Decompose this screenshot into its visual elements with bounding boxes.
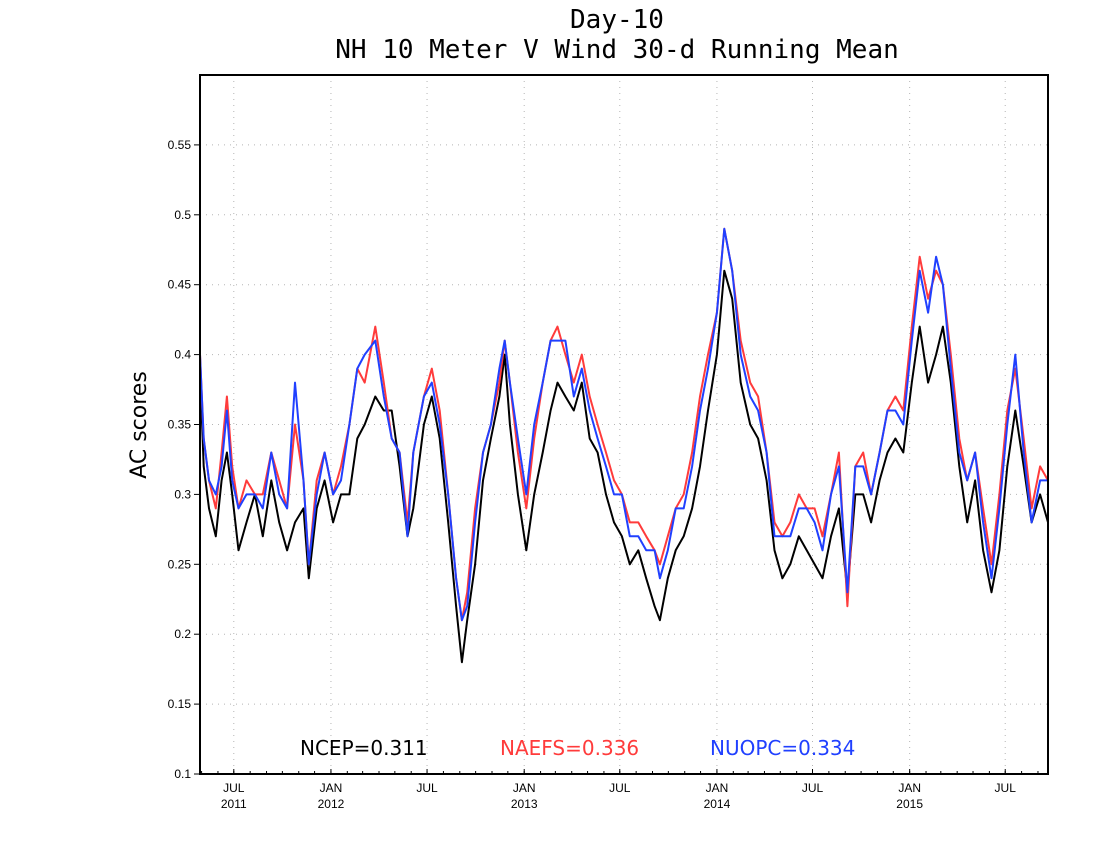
x-tick-label: JUL [416,781,438,795]
series-line-ncep [199,269,1049,664]
legend: NCEP=0.311 NAEFS=0.336 NUOPC=0.334 [300,736,855,760]
series-line-nuopc [199,227,1048,622]
x-tick-year-label: 2014 [704,797,731,811]
y-tick-label: 0.35 [168,418,192,432]
x-tick-label: JUL [802,781,824,795]
x-tick-year-label: 2011 [221,797,247,811]
legend-ncep: NCEP=0.311 [300,736,428,760]
x-tick-year-label: 2015 [896,797,923,811]
chart-subtitle: NH 10 Meter V Wind 30-d Running Mean [335,35,899,65]
x-tick-label: JAN [513,781,536,795]
y-tick-label: 0.15 [168,697,192,711]
y-tick-label: 0.2 [174,627,191,641]
x-tick-year-label: 2013 [511,797,538,811]
x-tick-label: JAN [898,781,921,795]
y-tick-label: 0.55 [168,138,192,152]
x-tick-label: JUL [609,781,631,795]
y-axis-label: AC scores [127,371,152,479]
y-tick-label: 0.45 [168,278,192,292]
x-tick-label: JAN [320,781,343,795]
y-tick-label: 0.25 [168,557,192,571]
x-tick-label: JUL [223,781,245,795]
series-layer [199,227,1049,664]
y-tick-label: 0.1 [174,767,191,781]
tick-layer: 0.1 0.15 0.2 0.25 0.3 0.35 0.4 0.45 0.5 0.55 JUL 20… [168,138,1039,811]
chart-title: Day-10 [570,5,664,35]
y-tick-label: 0.3 [174,487,191,501]
y-tick-label: 0.5 [174,208,191,222]
y-tick-label: 0.4 [174,348,191,362]
grid-layer [200,75,1048,774]
x-tick-year-label: 2012 [318,797,345,811]
x-tick-label: JAN [706,781,729,795]
legend-nuopc: NUOPC=0.334 [710,736,855,760]
x-tick-label: JUL [995,781,1017,795]
legend-naefs: NAEFS=0.336 [500,736,639,760]
